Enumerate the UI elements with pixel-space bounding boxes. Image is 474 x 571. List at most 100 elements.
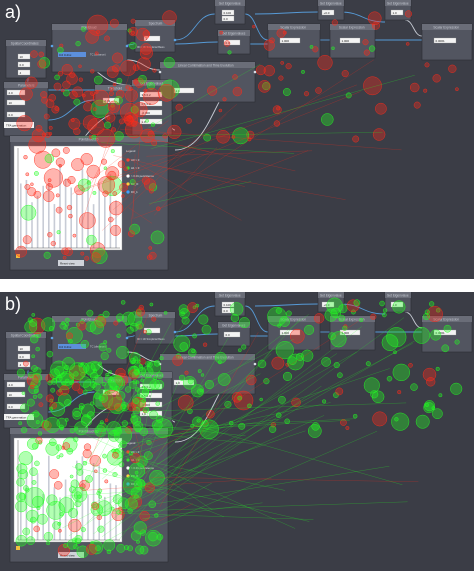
scalar-expression-1-field[interactable] — [279, 37, 301, 44]
get-eigenvalue-node[interactable]: Get Eigenvalue 0.100 0.0 — [214, 292, 246, 317]
marker-dot — [89, 320, 104, 335]
get-eigenvalues-value[interactable] — [223, 39, 241, 46]
get-eigenvalue-node-2[interactable]: Get Eigenvalue +0.0 — [317, 0, 345, 21]
spatial-coordinates-node[interactable]: Spatial Coordinates 10 0.0 4 — [5, 39, 47, 79]
scatter-bar — [115, 200, 117, 248]
get-eigenvalue-node-3[interactable]: Get Eigenvalue 1.0 — [384, 292, 412, 313]
marker-dot — [394, 417, 399, 422]
pointcloud-param-bar[interactable] — [58, 344, 86, 349]
scalar-expression-node-1[interactable]: Scalar Expression 1.000 — [267, 23, 321, 59]
linear-combination-out-port[interactable] — [253, 70, 257, 74]
marker-dot — [192, 333, 198, 339]
linear-combination-time[interactable] — [173, 87, 195, 94]
get-eigenvalue-value[interactable] — [221, 15, 235, 22]
marker-dot — [49, 368, 61, 379]
parameters-field-2[interactable] — [6, 391, 26, 398]
node-editor-canvas-a[interactable]: Spatial Coordinates 10 0.0 4 Pointcloud 0.0 0… — [0, 0, 474, 279]
marker-dot — [167, 124, 182, 139]
middle-field-c[interactable] — [139, 109, 163, 116]
marker-dot — [74, 426, 79, 431]
get-eigenvalues-header — [218, 30, 250, 36]
middle-field-a[interactable] — [139, 383, 163, 390]
marker-dot — [227, 50, 232, 55]
marker-dot — [61, 64, 73, 76]
marker-dot — [110, 127, 117, 133]
parameters-field-1[interactable] — [6, 89, 26, 96]
middle-field-c[interactable] — [139, 401, 163, 408]
parameters-field-3[interactable] — [6, 111, 26, 118]
node-editor-canvas-b[interactable]: Spatial Coordinates 10 0.0 4 Pointcloud 0.0 0… — [0, 292, 474, 571]
tfa-generation-button[interactable] — [4, 122, 34, 128]
marker-dot — [454, 339, 460, 345]
spatial-coordinates-node[interactable]: Spatial Coordinates 10 0.0 4 — [5, 331, 47, 371]
marker-dot — [64, 247, 73, 257]
get-eigenvalue-index[interactable] — [221, 301, 235, 308]
view-checkbox[interactable] — [16, 546, 20, 550]
marker-dot — [132, 101, 148, 118]
pointcloud-out-port[interactable] — [125, 44, 129, 48]
spatial-coordinates-count[interactable] — [17, 53, 31, 60]
marker-dot — [198, 314, 209, 325]
marker-dot — [162, 133, 168, 139]
marker-dot — [426, 377, 436, 387]
marker-link — [149, 373, 261, 428]
parameters-node[interactable]: Parameters 2.0 10 0.0 TFA generation — [3, 373, 49, 429]
parameters-field-1[interactable] — [6, 381, 26, 388]
scalar-expression-3-field[interactable] — [433, 37, 457, 44]
get-eigenvalues-value[interactable] — [223, 331, 241, 338]
scalar-expression-node-3[interactable]: Scalar Expression 0.0001 — [421, 23, 473, 61]
middle-field-b[interactable] — [139, 100, 163, 107]
spectrum-k[interactable] — [143, 327, 161, 334]
parameters-field-3[interactable] — [6, 403, 26, 410]
scalar-expression-2-title: Scalar Expression — [339, 25, 365, 29]
linear-combination-out-port[interactable] — [253, 362, 257, 366]
get-eigenvalue-3-index[interactable] — [390, 301, 404, 308]
pointcloud-param-bar[interactable] — [58, 52, 86, 57]
scalar-expression-3-field[interactable] — [433, 329, 457, 336]
get-eigenvalue-header — [215, 292, 245, 298]
marker-dot — [173, 335, 191, 353]
linear-combination-in-port[interactable] — [158, 70, 162, 74]
scalar-expression-2-field[interactable] — [339, 37, 361, 44]
scalar-expression-node-2[interactable]: Scalar Expression 1.000 — [329, 315, 376, 351]
get-eigenvalue-index[interactable] — [221, 9, 235, 16]
middle-field-a[interactable] — [139, 91, 163, 98]
marker-dot — [106, 66, 119, 78]
pointcloud-in-port[interactable] — [50, 336, 54, 340]
marker-link — [62, 343, 413, 529]
get-eigenvalue-node[interactable]: Get Eigenvalue 0.100 0.0 — [214, 0, 246, 25]
scalar-expression-node-2[interactable]: Scalar Expression 1.000 — [329, 23, 376, 59]
get-eigenvalue-title: Get Eigenvalue — [219, 1, 241, 5]
get-eigenvalues-node[interactable]: Get Eigenvalues 0.0 — [217, 29, 251, 55]
scalar-expression-2-field[interactable] — [339, 329, 361, 336]
reset-view-button[interactable] — [58, 552, 84, 558]
marker-dot — [180, 311, 185, 316]
marker-dot — [68, 507, 79, 518]
parameters-field-2[interactable] — [6, 99, 26, 106]
spatial-coordinates-dim[interactable] — [17, 361, 31, 368]
marker-dot — [152, 68, 157, 73]
tfa-generation-button[interactable] — [4, 414, 34, 420]
spectrum-k[interactable] — [143, 35, 161, 42]
pointcloud-out-port[interactable] — [125, 336, 129, 340]
get-eigenvalue-3-index[interactable] — [390, 9, 404, 16]
pointcloud-in-port[interactable] — [50, 44, 54, 48]
spatial-coordinates-offset[interactable] — [17, 353, 31, 360]
marker-dot — [26, 398, 35, 407]
spatial-coordinates-dim[interactable] — [17, 69, 31, 76]
reset-view-button[interactable] — [58, 260, 84, 266]
get-eigenvalue-node-3[interactable]: Get Eigenvalue 1.0 — [384, 0, 412, 21]
get-eigenvalues-node[interactable]: Get Eigenvalues 0.0 — [217, 321, 251, 347]
get-eigenvalue-2-index[interactable] — [321, 9, 335, 16]
marker-link — [128, 207, 152, 224]
spectrum-out-port[interactable] — [173, 330, 177, 334]
spatial-coordinates-offset[interactable] — [17, 61, 31, 68]
marker-dot — [156, 533, 164, 541]
spatial-coordinates-count[interactable] — [17, 345, 31, 352]
get-eigenvalue-2-index[interactable] — [321, 301, 335, 308]
get-eigenvalue-value[interactable] — [221, 307, 235, 314]
spectrum-out-port[interactable] — [173, 38, 177, 42]
